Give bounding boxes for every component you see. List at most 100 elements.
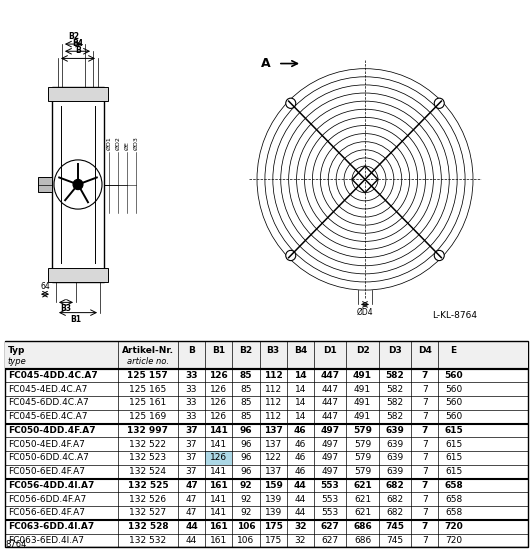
Text: E: E (450, 345, 457, 355)
Text: 491: 491 (354, 398, 371, 408)
Text: 125 161: 125 161 (129, 398, 166, 408)
Text: 686: 686 (354, 536, 371, 545)
Text: B3: B3 (267, 345, 280, 355)
Text: Typ: Typ (8, 345, 25, 355)
Text: D3: D3 (388, 345, 402, 355)
Text: 175: 175 (264, 522, 282, 531)
Text: 7: 7 (422, 494, 427, 504)
Text: 92: 92 (240, 494, 252, 504)
Text: 85: 85 (239, 371, 252, 380)
Text: 553: 553 (321, 494, 339, 504)
Text: 582: 582 (387, 384, 404, 394)
Text: 447: 447 (322, 398, 339, 408)
Text: 32: 32 (294, 522, 306, 531)
Text: B1: B1 (212, 345, 225, 355)
Text: 125 169: 125 169 (129, 412, 166, 421)
Text: 720: 720 (444, 522, 463, 531)
Text: 7: 7 (422, 384, 427, 394)
Text: 125 157: 125 157 (127, 371, 168, 380)
Text: 579: 579 (353, 426, 372, 435)
Text: 132 527: 132 527 (129, 508, 166, 518)
Text: Artikel-Nr.: Artikel-Nr. (122, 345, 174, 355)
Text: 47: 47 (186, 494, 197, 504)
Text: 7: 7 (422, 522, 428, 531)
Text: 37: 37 (186, 453, 197, 463)
Text: 141: 141 (209, 426, 228, 435)
Text: FC045-4ED.4C.A7: FC045-4ED.4C.A7 (8, 384, 87, 394)
Text: 615: 615 (445, 439, 462, 449)
Text: FC045-6DD.4C.A7: FC045-6DD.4C.A7 (8, 398, 89, 408)
Text: 7: 7 (422, 426, 428, 435)
Text: B: B (188, 345, 195, 355)
Text: 582: 582 (387, 412, 404, 421)
Text: 720: 720 (445, 536, 462, 545)
Text: 85: 85 (240, 412, 252, 421)
Text: 621: 621 (354, 494, 371, 504)
Text: ØD3: ØD3 (133, 136, 139, 150)
Text: 14: 14 (295, 398, 306, 408)
Polygon shape (352, 166, 378, 192)
Text: 615: 615 (445, 467, 462, 476)
Text: 112: 112 (264, 412, 281, 421)
Text: 106: 106 (237, 536, 254, 545)
Text: 125 165: 125 165 (129, 384, 166, 394)
Text: ØD2: ØD2 (116, 136, 121, 150)
Text: 141: 141 (210, 494, 227, 504)
Text: 46: 46 (295, 467, 306, 476)
Text: 112: 112 (264, 398, 281, 408)
Text: 96: 96 (240, 453, 252, 463)
Text: 126: 126 (210, 384, 227, 394)
Circle shape (73, 179, 83, 190)
Text: 44: 44 (294, 481, 307, 490)
Text: 44: 44 (295, 494, 306, 504)
Text: type: type (8, 356, 27, 366)
Text: 14: 14 (295, 412, 306, 421)
Text: article no.: article no. (127, 356, 169, 366)
Text: 658: 658 (445, 508, 462, 518)
Text: 126: 126 (210, 412, 227, 421)
Text: 560: 560 (444, 371, 463, 380)
Text: 682: 682 (386, 481, 404, 490)
Text: 46: 46 (295, 439, 306, 449)
Text: 126: 126 (210, 453, 227, 463)
Text: 132 522: 132 522 (130, 439, 166, 449)
Text: B3: B3 (61, 305, 72, 314)
Circle shape (286, 250, 296, 261)
Text: 621: 621 (353, 481, 372, 490)
Text: 139: 139 (264, 494, 282, 504)
Text: FC056-4DD.4I.A7: FC056-4DD.4I.A7 (8, 481, 95, 490)
Text: 132 525: 132 525 (127, 481, 168, 490)
Text: 112: 112 (264, 384, 281, 394)
Text: 44: 44 (185, 522, 198, 531)
Text: 682: 682 (387, 508, 404, 518)
Text: 126: 126 (209, 371, 228, 380)
Text: 627: 627 (321, 522, 339, 531)
Text: FC056-6DD.4F.A7: FC056-6DD.4F.A7 (8, 494, 86, 504)
Text: D2: D2 (356, 345, 370, 355)
Text: B1: B1 (71, 315, 81, 323)
Text: 161: 161 (210, 536, 227, 545)
Text: 44: 44 (295, 508, 306, 518)
Text: 141: 141 (210, 508, 227, 518)
Text: 497: 497 (322, 467, 339, 476)
Text: 497: 497 (322, 439, 339, 449)
Bar (205, 451, 232, 465)
Text: 132 523: 132 523 (129, 453, 166, 463)
Text: 491: 491 (353, 371, 372, 380)
Text: B4: B4 (72, 39, 83, 48)
Text: 132 528: 132 528 (127, 522, 168, 531)
Text: 560: 560 (445, 398, 462, 408)
Text: 447: 447 (322, 412, 339, 421)
Text: 7: 7 (422, 398, 427, 408)
Text: FC050-4DD.4F.A7: FC050-4DD.4F.A7 (8, 426, 96, 435)
Text: 137: 137 (264, 426, 282, 435)
Bar (52, 87, 104, 282)
Text: FC056-6ED.4F.A7: FC056-6ED.4F.A7 (8, 508, 85, 518)
Text: 579: 579 (354, 453, 371, 463)
Text: 7: 7 (422, 481, 428, 490)
Text: 553: 553 (321, 508, 339, 518)
Text: 497: 497 (321, 426, 340, 435)
Text: 686: 686 (353, 522, 372, 531)
Text: 491: 491 (354, 412, 371, 421)
Text: 491: 491 (354, 384, 371, 394)
